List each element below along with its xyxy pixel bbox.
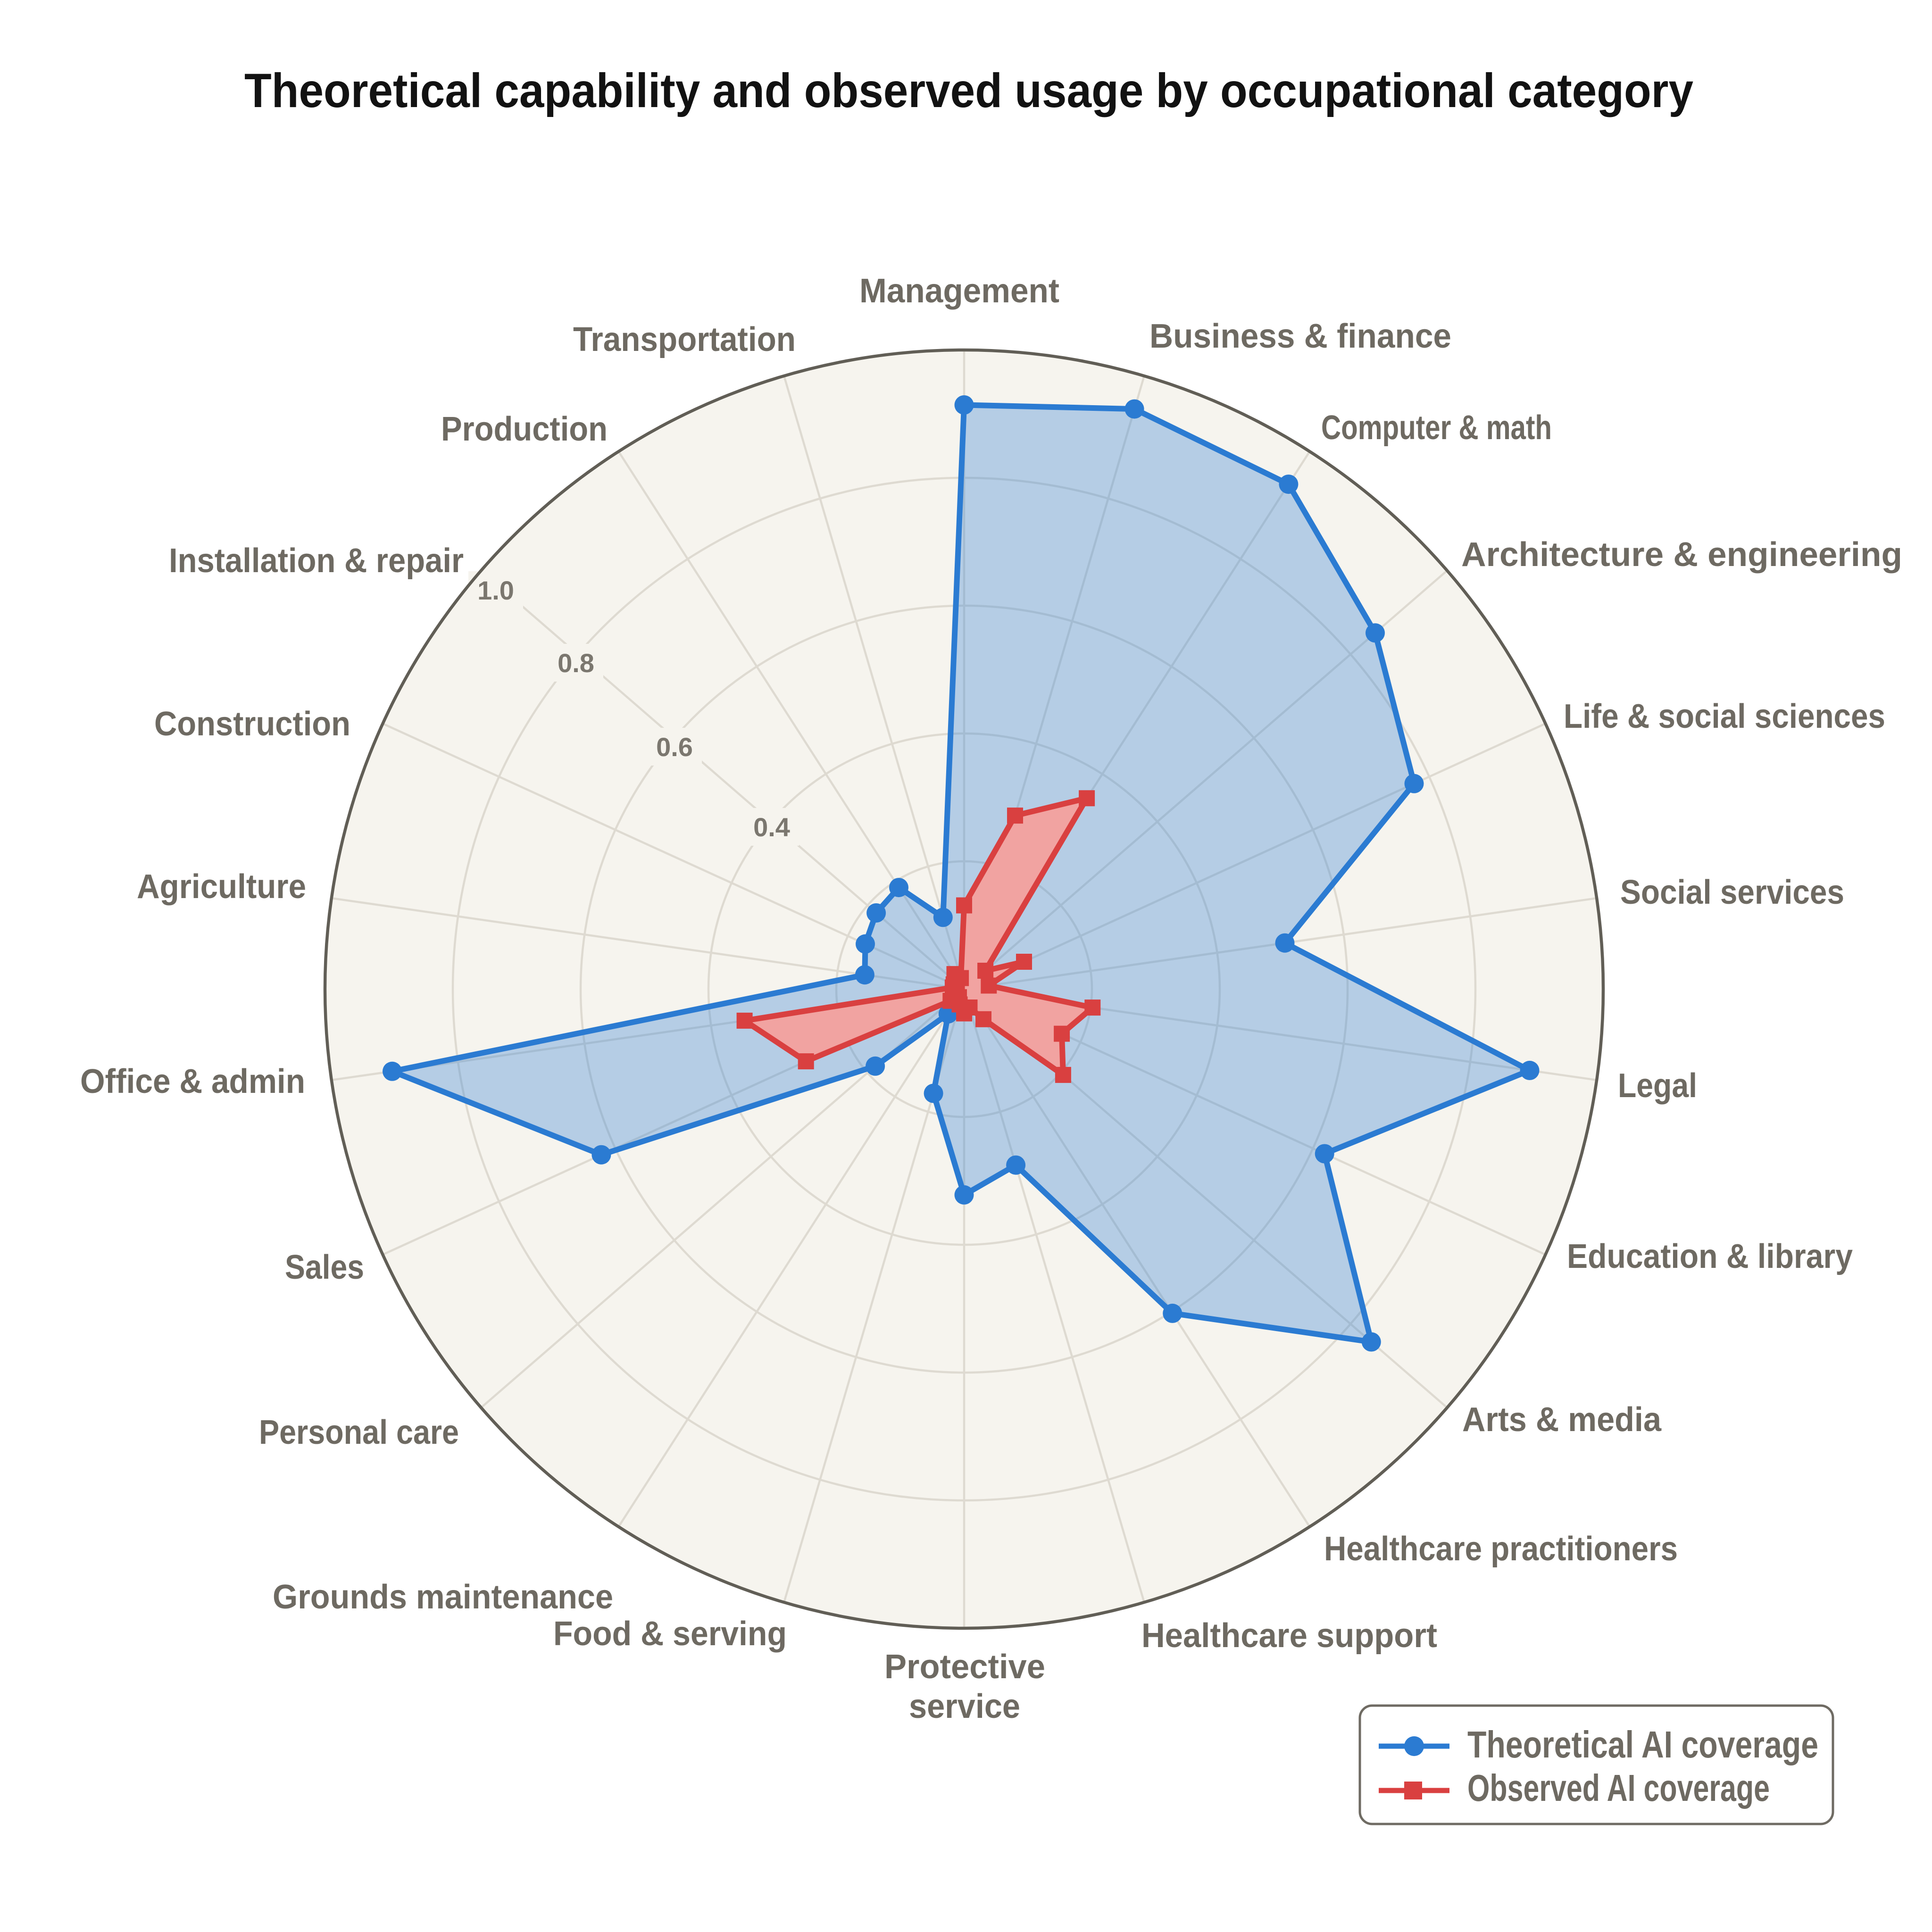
svg-text:Food & serving: Food & serving (553, 1615, 787, 1653)
svg-text:Social services: Social services (1620, 874, 1844, 911)
svg-text:Production: Production (441, 410, 608, 448)
svg-text:Life & social sciences: Life & social sciences (1564, 698, 1885, 735)
svg-text:Computer & math: Computer & math (1321, 409, 1552, 447)
svg-text:0.4: 0.4 (753, 812, 790, 842)
svg-text:Office & admin: Office & admin (80, 1063, 305, 1100)
svg-text:Theoretical AI coverage: Theoretical AI coverage (1467, 1724, 1818, 1765)
svg-text:Education & library: Education & library (1567, 1238, 1853, 1275)
svg-text:0.6: 0.6 (656, 732, 693, 762)
svg-text:Management: Management (859, 272, 1059, 310)
svg-text:1.0: 1.0 (477, 575, 514, 605)
svg-text:Grounds maintenance: Grounds maintenance (273, 1578, 613, 1616)
svg-text:0.8: 0.8 (558, 648, 594, 678)
svg-text:Architecture & engineering: Architecture & engineering (1461, 536, 1902, 574)
svg-text:Business & finance: Business & finance (1149, 317, 1451, 355)
svg-text:Observed AI coverage: Observed AI coverage (1467, 1767, 1770, 1809)
svg-text:Protective: Protective (884, 1648, 1045, 1686)
svg-text:Sales: Sales (285, 1249, 364, 1286)
svg-text:Transportation: Transportation (573, 321, 796, 358)
svg-text:Healthcare support: Healthcare support (1141, 1617, 1437, 1655)
svg-text:Theoretical capability and obs: Theoretical capability and observed usag… (244, 64, 1693, 117)
svg-text:service: service (909, 1688, 1020, 1725)
svg-text:Arts & media: Arts & media (1462, 1401, 1662, 1439)
svg-text:Construction: Construction (154, 705, 350, 743)
svg-text:Legal: Legal (1618, 1067, 1697, 1105)
svg-text:Personal care: Personal care (259, 1414, 459, 1451)
svg-text:Installation & repair: Installation & repair (169, 542, 464, 580)
svg-text:Agriculture: Agriculture (137, 868, 306, 906)
svg-text:Healthcare practitioners: Healthcare practitioners (1324, 1530, 1678, 1568)
